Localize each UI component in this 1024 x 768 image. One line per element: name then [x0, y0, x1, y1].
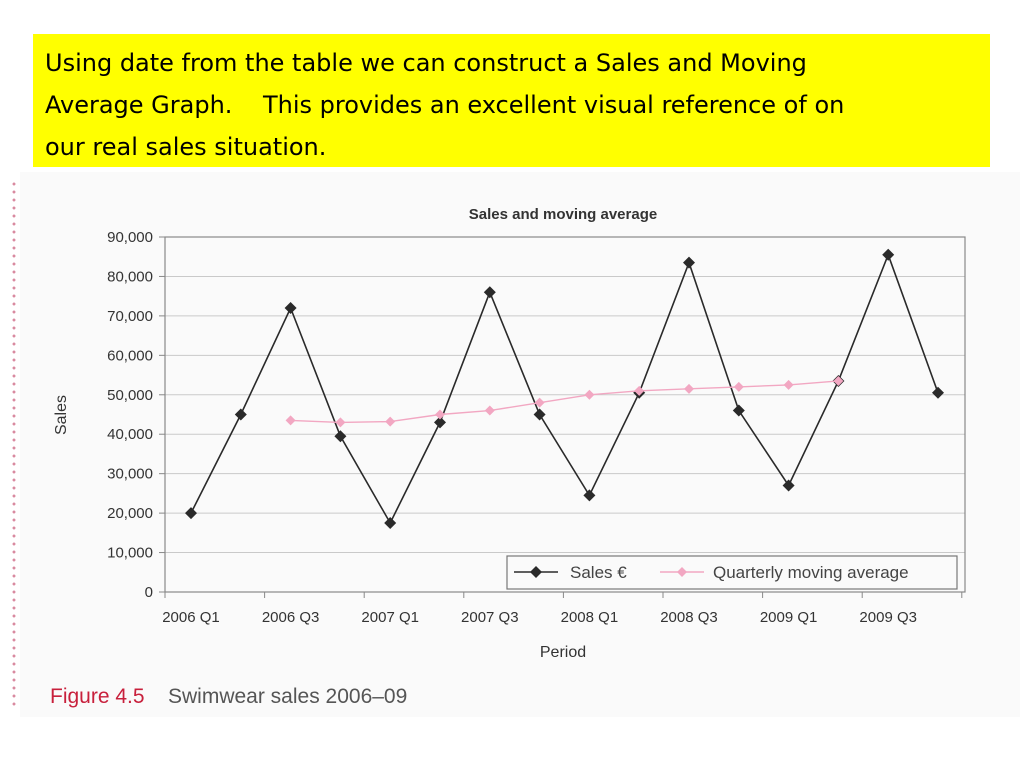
- legend-moving-average-marker: [677, 567, 687, 577]
- sales-point: [334, 430, 347, 443]
- decorative-dotted-border: [11, 180, 17, 710]
- x-tick-label: 2007 Q3: [461, 609, 519, 626]
- chart-title: Sales and moving average: [469, 206, 657, 223]
- y-tick-label: 80,000: [107, 268, 153, 285]
- moving-average-point: [833, 375, 844, 386]
- callout-line-3: our real sales situation.: [45, 133, 327, 161]
- y-tick-label: 50,000: [107, 387, 153, 404]
- callout-line-2: Average Graph. This provides an excellen…: [45, 91, 845, 119]
- legend-sales-marker: [530, 566, 542, 578]
- sales-point: [434, 416, 446, 429]
- info-callout: Using date from the table we can constru…: [33, 34, 990, 167]
- legend-moving-average-label: Quarterly moving average: [713, 563, 909, 582]
- figure-caption: Swimwear sales 2006–09: [168, 685, 407, 708]
- sales-line: [190, 252, 939, 525]
- y-tick-label: 20,000: [107, 505, 153, 522]
- x-tick-label: 2008 Q1: [561, 609, 619, 626]
- y-tick-label: 10,000: [107, 545, 153, 562]
- sales-point: [533, 408, 546, 421]
- y-tick-label: 60,000: [107, 347, 153, 364]
- x-axis-title: Period: [540, 644, 586, 661]
- y-tick-label: 0: [145, 584, 153, 601]
- moving-average-point: [584, 389, 595, 400]
- moving-average-point: [534, 397, 545, 408]
- sales-point: [732, 404, 745, 417]
- y-tick-label: 90,000: [107, 229, 153, 246]
- legend-box: [506, 555, 958, 590]
- x-tick-label: 2009 Q3: [859, 609, 917, 626]
- sales-point: [683, 256, 695, 269]
- moving-average-point: [385, 416, 396, 427]
- chart-background: [20, 172, 1020, 717]
- sales-point: [483, 286, 496, 299]
- moving-average-point: [634, 385, 645, 396]
- sales-point: [384, 516, 397, 529]
- sales-point: [583, 489, 596, 502]
- y-tick-label: 30,000: [107, 466, 153, 483]
- callout-line-1: Using date from the table we can constru…: [45, 49, 807, 77]
- moving-average-point: [484, 405, 495, 416]
- moving-average-point: [684, 383, 694, 394]
- sales-point: [284, 302, 297, 314]
- moving-average-point: [733, 381, 744, 392]
- x-tick-label: 2006 Q3: [262, 609, 320, 626]
- x-tick-label: 2007 Q1: [361, 609, 419, 626]
- x-tick-label: 2009 Q1: [760, 609, 818, 626]
- moving-average-point: [285, 415, 296, 426]
- moving-average-point: [435, 409, 445, 420]
- sales-point: [234, 408, 247, 421]
- moving-average-point: [783, 379, 794, 390]
- moving-average-line: [290, 380, 839, 424]
- sales-point: [882, 248, 895, 261]
- figure-number: Figure 4.5: [50, 685, 145, 708]
- y-tick-label: 40,000: [107, 426, 153, 443]
- sales-point: [932, 386, 944, 399]
- legend-sales-label: Sales €: [570, 563, 627, 582]
- sales-point: [782, 479, 795, 492]
- sales-point: [185, 507, 197, 520]
- x-tick-label: 2008 Q3: [660, 609, 718, 626]
- y-tick-label: 70,000: [107, 308, 153, 325]
- legend: Sales € Quarterly moving average: [506, 555, 958, 590]
- x-tick-label: 2006 Q1: [162, 609, 220, 626]
- moving-average-point: [335, 417, 346, 428]
- plot-area-border: [164, 236, 966, 593]
- y-axis-title: Sales: [53, 395, 70, 435]
